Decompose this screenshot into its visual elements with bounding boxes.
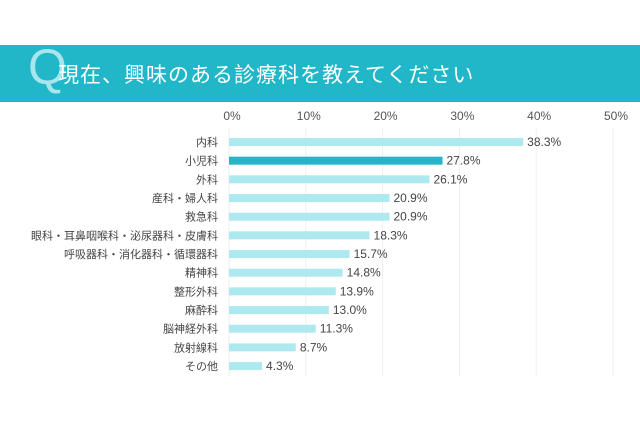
category-label: 産科・婦人科 (152, 191, 218, 205)
category-label: その他 (185, 360, 218, 373)
bar (229, 175, 430, 184)
x-tick-label: 30% (450, 109, 474, 123)
bar (229, 362, 263, 371)
value-label: 20.9% (394, 210, 428, 224)
value-label: 20.9% (394, 191, 428, 205)
category-label: 麻酔科 (185, 303, 218, 317)
value-label: 38.3% (527, 135, 561, 149)
bar (229, 194, 390, 203)
value-label: 11.3% (320, 322, 353, 336)
value-label: 18.3% (374, 228, 408, 242)
bar (229, 231, 370, 240)
x-tick-label: 20% (374, 109, 398, 123)
category-label: 放射線科 (174, 340, 218, 354)
x-tick-label: 10% (297, 109, 321, 123)
value-label: 15.7% (354, 247, 388, 261)
bar (229, 324, 316, 333)
category-label: 外科 (196, 172, 218, 186)
category-label: 救急科 (185, 210, 218, 224)
value-label: 13.0% (333, 303, 367, 317)
category-label: 整形外科 (174, 284, 218, 298)
value-label: 26.1% (433, 172, 467, 186)
x-tick-label: 0% (223, 109, 241, 123)
value-label: 4.3% (266, 359, 294, 373)
x-tick-label: 40% (527, 109, 551, 123)
category-label: 精神科 (185, 266, 218, 280)
chart-title: 現在、興味のある診療科を教えてください (58, 63, 475, 87)
bar (229, 343, 296, 352)
q-mark: Q (28, 39, 67, 95)
bar (229, 306, 329, 315)
x-tick-label: 50% (604, 109, 628, 123)
value-label: 13.9% (340, 284, 374, 298)
bar (229, 250, 350, 259)
bar (229, 268, 343, 277)
bar (229, 287, 336, 296)
category-label: 眼科・耳鼻咽喉科・泌尿器科・皮膚科 (31, 228, 218, 242)
bar (229, 212, 390, 221)
value-label: 14.8% (347, 266, 381, 280)
value-label: 8.7% (300, 340, 328, 354)
category-label: 内科 (196, 135, 218, 149)
title-banner (0, 45, 640, 102)
value-label: 27.8% (447, 154, 481, 168)
category-label: 脳神経外科 (163, 322, 218, 336)
bar (229, 156, 443, 165)
bar (229, 138, 524, 146)
category-label: 呼吸器科・消化器科・循環器科 (64, 247, 218, 261)
category-label: 小児科 (185, 154, 218, 168)
